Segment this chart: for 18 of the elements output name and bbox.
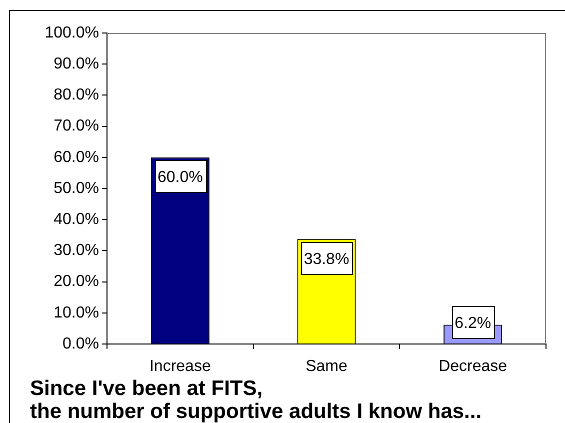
- data-label: 60.0%: [157, 168, 203, 186]
- x-tick-label: Increase: [149, 358, 211, 376]
- y-tick-label: 0.0%: [62, 335, 99, 352]
- data-label: 6.2%: [454, 314, 492, 332]
- y-tick-label: 50.0%: [54, 180, 99, 197]
- x-tick-label: Decrease: [438, 358, 508, 376]
- y-tick-label: 60.0%: [54, 148, 99, 166]
- x-tick-label: Same: [306, 358, 348, 376]
- y-tick-label: 30.0%: [54, 242, 99, 260]
- y-tick-label: 10.0%: [54, 304, 99, 322]
- y-tick-label: 70.0%: [54, 118, 99, 135]
- y-tick-label: 40.0%: [54, 211, 99, 228]
- y-tick-label: 100.0%: [44, 24, 99, 42]
- y-tick-label: 90.0%: [54, 56, 99, 73]
- data-label: 33.8%: [304, 250, 350, 268]
- text: Since I've been at FITS, the number of supportive adults I know has...: [30, 377, 482, 423]
- y-tick-label: 20.0%: [54, 273, 99, 290]
- y-tick-label: 80.0%: [54, 86, 99, 104]
